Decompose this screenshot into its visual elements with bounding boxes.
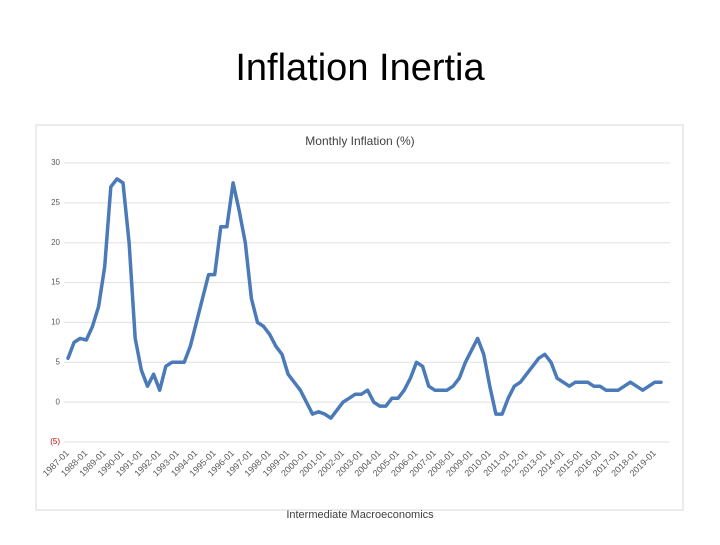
y-tick-label: 15 [51, 278, 60, 287]
footer: Intermediate Macroeconomics [286, 509, 434, 521]
y-tick-label: 20 [51, 238, 60, 247]
slide-title: Inflation Inertia [235, 47, 485, 89]
chart-title: Monthly Inflation (%) [305, 134, 414, 148]
y-tick-label: 5 [56, 357, 61, 366]
y-tick-label: (5) [50, 437, 60, 446]
series-line [66, 177, 663, 420]
y-tick-label: 25 [51, 198, 60, 207]
y-tick-label: 10 [51, 318, 60, 327]
chart-frame [35, 124, 684, 511]
y-tick-label: 30 [51, 158, 60, 167]
y-tick-label: 0 [56, 397, 61, 406]
